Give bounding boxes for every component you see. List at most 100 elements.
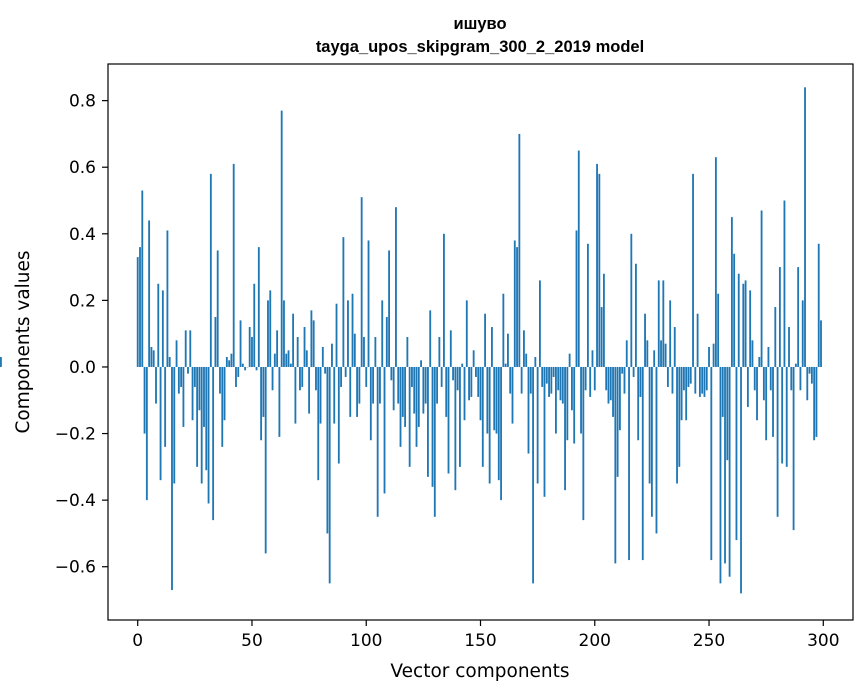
bar: [561, 366, 564, 404]
bar: [372, 366, 375, 404]
bar: [452, 366, 454, 381]
bar: [168, 356, 171, 367]
bar: [641, 366, 644, 561]
bar: [251, 337, 253, 367]
bar: [150, 346, 153, 367]
y-tick-label: 0.4: [69, 225, 96, 245]
y-tick-label: 0.0: [69, 358, 96, 378]
bar: [555, 366, 557, 434]
bar: [0, 356, 2, 367]
bar: [449, 330, 452, 367]
bar: [157, 283, 160, 367]
bar: [271, 366, 274, 391]
y-axis-ticks: −0.6 −0.4 −0.2 0.0 0.2 0.4 0.6 0.8: [55, 92, 108, 578]
bar: [657, 280, 660, 367]
bar: [673, 327, 676, 367]
bar: [239, 320, 242, 367]
bar: [328, 366, 331, 584]
bar: [769, 366, 772, 391]
bar: [408, 366, 411, 467]
bar: [374, 337, 377, 367]
bar: [655, 366, 658, 534]
bar: [456, 366, 459, 391]
bar: [225, 356, 228, 367]
bar: [566, 366, 569, 441]
bar: [363, 337, 365, 367]
bar: [817, 243, 820, 367]
bar: [367, 240, 370, 367]
bar: [776, 366, 779, 517]
bar: [564, 366, 566, 491]
bar: [388, 250, 390, 367]
bar: [301, 366, 304, 387]
bar: [349, 366, 352, 417]
bar: [664, 343, 667, 367]
bar: [232, 163, 235, 367]
bar: [171, 366, 173, 591]
bar: [575, 230, 578, 367]
bar: [529, 366, 532, 394]
bar: [548, 366, 550, 397]
bar: [541, 366, 544, 387]
x-tick-label: 50: [241, 631, 263, 651]
bar: [511, 366, 514, 424]
y-tick-label: 0.2: [69, 291, 96, 311]
bar: [717, 293, 720, 367]
bar: [502, 293, 505, 367]
bar: [287, 350, 290, 367]
bar: [356, 366, 359, 417]
bar: [155, 366, 157, 404]
bar: [815, 366, 818, 437]
bar: [347, 300, 349, 367]
bar: [264, 366, 267, 554]
bar: [358, 366, 361, 404]
bar: [454, 366, 457, 491]
bar: [351, 293, 354, 367]
bar: [648, 366, 651, 484]
bar: [781, 366, 784, 464]
bar: [625, 340, 628, 367]
bar: [440, 366, 443, 387]
bar: [317, 366, 320, 481]
bar: [751, 340, 754, 367]
bar: [591, 350, 594, 367]
bar: [616, 366, 619, 477]
y-tick-label: 0.8: [69, 92, 96, 112]
x-tick-label: 100: [350, 631, 382, 651]
bar: [312, 320, 315, 367]
bar: [335, 303, 338, 367]
x-tick-label: 0: [132, 631, 143, 651]
bar: [424, 366, 427, 404]
bar: [404, 366, 406, 427]
bar: [381, 300, 384, 367]
bar: [379, 366, 381, 404]
bar: [504, 363, 507, 367]
bar: [262, 366, 265, 417]
bar: [447, 366, 450, 474]
bar: [724, 366, 726, 564]
bar: [760, 210, 763, 367]
bar: [618, 366, 621, 431]
bar: [241, 363, 244, 367]
bar: [682, 366, 685, 391]
bar: [198, 366, 201, 411]
bar: [141, 190, 144, 367]
bar: [161, 290, 164, 367]
bar: [283, 300, 285, 367]
bar: [792, 366, 795, 531]
bar: [305, 350, 308, 367]
bar: [744, 280, 747, 367]
bar: [269, 290, 272, 367]
bar: [479, 366, 482, 421]
bar: [705, 366, 708, 391]
bar: [701, 366, 704, 394]
bar: [230, 353, 233, 367]
bar: [628, 366, 630, 561]
bar: [136, 257, 139, 367]
bar: [703, 366, 706, 397]
bar: [639, 366, 642, 397]
bar: [235, 366, 237, 387]
bar: [148, 220, 151, 367]
bar: [712, 343, 715, 367]
